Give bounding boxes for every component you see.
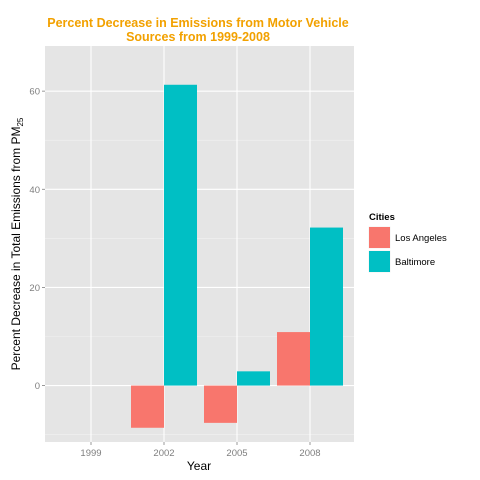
x-axis-ticks: 1999 2002 2005 2008 [80,442,321,459]
bar-los-angeles-2008 [277,332,310,386]
y-tick-label: 40 [29,185,40,196]
bar-los-angeles-2002 [131,385,164,428]
legend: Cities Los Angeles Baltimore [367,212,447,274]
legend-label-baltimore: Baltimore [395,257,435,268]
legend-key-los-angeles [369,227,390,248]
y-tick-label: 20 [29,283,40,294]
legend-title: Cities [369,212,395,223]
bar-baltimore-2002 [164,84,197,386]
chart-title-line-1: Percent Decrease in Emissions from Motor… [47,16,349,30]
y-tick-label: 60 [29,87,40,98]
bars [131,84,343,428]
x-tick-label: 1999 [80,448,101,459]
y-axis-title: Percent Decrease in Total Emissions from… [9,117,25,370]
bar-baltimore-2008 [310,227,343,386]
x-axis-title: Year [187,459,211,473]
y-axis-title-subscript: 25 [16,117,25,126]
x-tick-label: 2005 [226,448,247,459]
bar-los-angeles-2005 [204,385,237,423]
y-tick-label: 0 [35,381,40,392]
x-tick-label: 2008 [299,448,320,459]
chart-title-line-2: Sources from 1999-2008 [126,30,270,44]
y-axis-title-main: Percent Decrease in Total Emissions from… [9,127,23,371]
y-axis-ticks: 0 20 40 60 [29,87,45,392]
legend-key-baltimore [369,251,390,272]
x-tick-label: 2002 [153,448,174,459]
legend-items: Los Angeles Baltimore [367,225,447,274]
legend-label-los-angeles: Los Angeles [395,233,447,244]
bar-baltimore-2005 [237,371,270,386]
